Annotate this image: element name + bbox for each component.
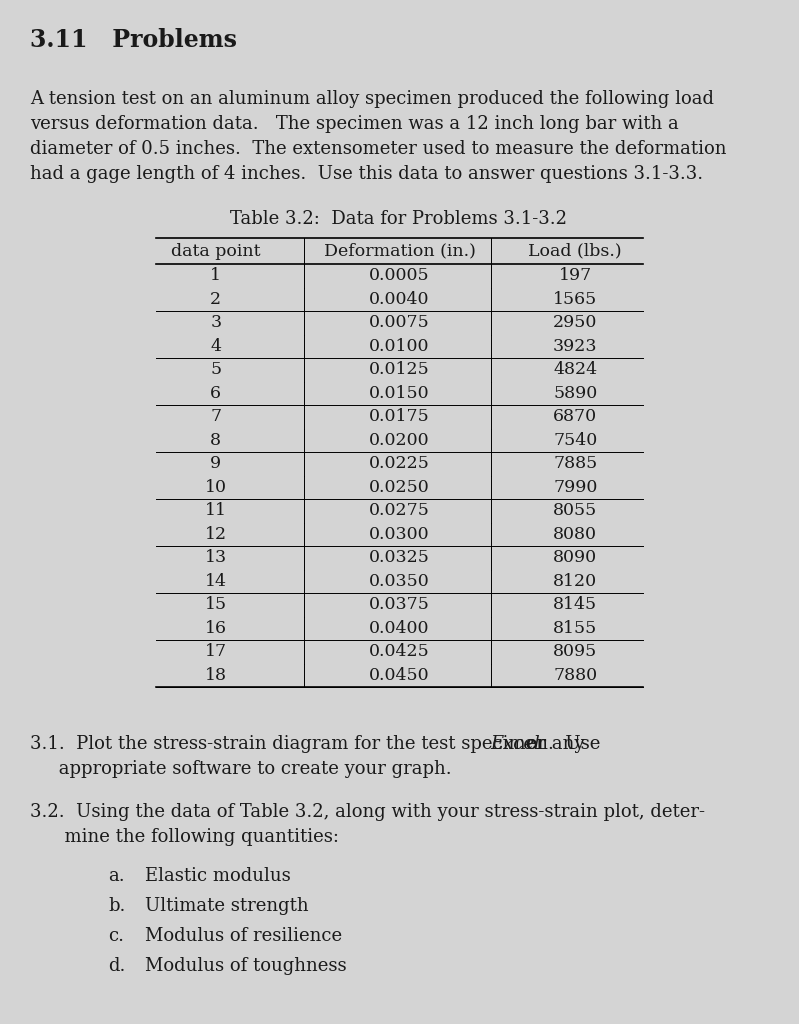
Text: 0.0125: 0.0125 [369, 361, 430, 378]
Text: 3.2.  Using the data of Table 3.2, along with your stress-strain plot, deter-: 3.2. Using the data of Table 3.2, along … [30, 803, 705, 821]
Text: 11: 11 [205, 502, 227, 519]
Text: mine the following quantities:: mine the following quantities: [30, 828, 339, 846]
Text: 8120: 8120 [553, 572, 598, 590]
Text: 0.0175: 0.0175 [369, 409, 430, 425]
Text: 17: 17 [205, 643, 227, 660]
Text: 0.0275: 0.0275 [369, 502, 430, 519]
Text: appropriate software to create your graph.: appropriate software to create your grap… [30, 760, 451, 778]
Text: 8145: 8145 [553, 596, 598, 613]
Text: 2950: 2950 [553, 314, 598, 331]
Text: 7540: 7540 [553, 432, 598, 449]
Text: 0.0150: 0.0150 [369, 385, 430, 401]
Text: 0.0425: 0.0425 [369, 643, 430, 660]
Text: 8155: 8155 [553, 620, 598, 637]
Text: 13: 13 [205, 549, 227, 566]
Text: 0.0400: 0.0400 [369, 620, 430, 637]
Text: 18: 18 [205, 667, 227, 684]
Text: 4824: 4824 [553, 361, 598, 378]
Text: or any: or any [521, 735, 584, 753]
Text: 0.0005: 0.0005 [369, 267, 430, 285]
Text: 0.0450: 0.0450 [369, 667, 430, 684]
Text: 6: 6 [210, 385, 221, 401]
Text: A tension test on an aluminum alloy specimen produced the following load: A tension test on an aluminum alloy spec… [30, 90, 714, 108]
Text: 3923: 3923 [553, 338, 598, 354]
Text: 7880: 7880 [553, 667, 598, 684]
Text: 0.0350: 0.0350 [369, 572, 430, 590]
Text: 12: 12 [205, 525, 227, 543]
Text: 16: 16 [205, 620, 227, 637]
Text: 0.0075: 0.0075 [369, 314, 430, 331]
Text: 0.0200: 0.0200 [369, 432, 430, 449]
Text: 197: 197 [559, 267, 592, 285]
Text: Modulus of toughness: Modulus of toughness [145, 957, 347, 975]
Text: Table 3.2:  Data for Problems 3.1-3.2: Table 3.2: Data for Problems 3.1-3.2 [230, 210, 567, 228]
Text: 1565: 1565 [553, 291, 598, 308]
Text: Deformation (in.): Deformation (in.) [324, 243, 475, 259]
Text: 3.11   Problems: 3.11 Problems [30, 28, 237, 52]
Text: 5890: 5890 [553, 385, 598, 401]
Text: 8080: 8080 [553, 525, 598, 543]
Text: 9: 9 [210, 456, 221, 472]
Text: 8090: 8090 [553, 549, 598, 566]
Text: data point: data point [171, 243, 260, 259]
Text: 7: 7 [210, 409, 221, 425]
Text: 6870: 6870 [553, 409, 598, 425]
Text: 3: 3 [210, 314, 221, 331]
Text: Modulus of resilience: Modulus of resilience [145, 927, 342, 945]
Text: a.: a. [108, 867, 125, 885]
Text: 0.0100: 0.0100 [369, 338, 430, 354]
Text: 4: 4 [210, 338, 221, 354]
Text: 0.0225: 0.0225 [369, 456, 430, 472]
Text: c.: c. [108, 927, 124, 945]
Text: 0.0375: 0.0375 [369, 596, 430, 613]
Text: d.: d. [108, 957, 125, 975]
Text: 8095: 8095 [553, 643, 598, 660]
Text: diameter of 0.5 inches.  The extensometer used to measure the deformation: diameter of 0.5 inches. The extensometer… [30, 140, 726, 158]
Text: Ultimate strength: Ultimate strength [145, 897, 308, 915]
Text: versus deformation data.   The specimen was a 12 inch long bar with a: versus deformation data. The specimen wa… [30, 115, 678, 133]
Text: 15: 15 [205, 596, 227, 613]
Text: had a gage length of 4 inches.  Use this data to answer questions 3.1-3.3.: had a gage length of 4 inches. Use this … [30, 165, 703, 183]
Text: 5: 5 [210, 361, 221, 378]
Text: 0.0040: 0.0040 [369, 291, 430, 308]
Text: 14: 14 [205, 572, 227, 590]
Text: 2: 2 [210, 291, 221, 308]
Text: Elastic modulus: Elastic modulus [145, 867, 291, 885]
Text: 7885: 7885 [553, 456, 598, 472]
Text: 0.0250: 0.0250 [369, 479, 430, 496]
Text: 8: 8 [210, 432, 221, 449]
Text: 8055: 8055 [553, 502, 598, 519]
Text: b.: b. [108, 897, 125, 915]
Text: 1: 1 [210, 267, 221, 285]
Text: 7990: 7990 [553, 479, 598, 496]
Text: Excel: Excel [491, 735, 540, 753]
Text: 10: 10 [205, 479, 227, 496]
Text: 0.0300: 0.0300 [369, 525, 430, 543]
Text: 3.1.  Plot the stress-strain diagram for the test specimen.  Use: 3.1. Plot the stress-strain diagram for … [30, 735, 606, 753]
Text: Load (lbs.): Load (lbs.) [528, 243, 622, 259]
Text: 0.0325: 0.0325 [369, 549, 430, 566]
